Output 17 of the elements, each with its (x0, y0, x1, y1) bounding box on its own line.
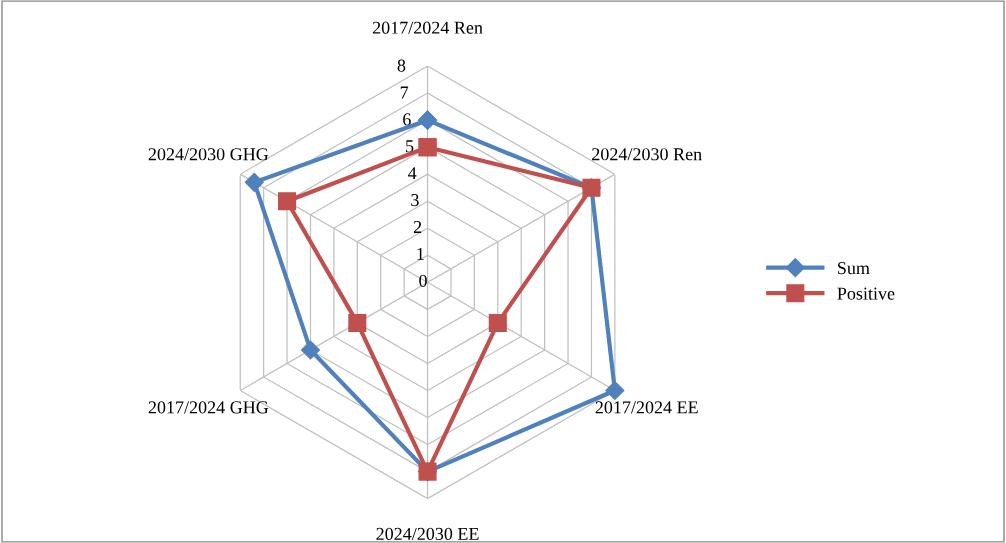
y-tick-label: 6 (403, 113, 411, 126)
y-tick-label: 4 (408, 167, 417, 180)
spoke-label: 2017/2024 EE (595, 401, 698, 414)
spoke-label: 2024/2030 GHG (148, 148, 269, 161)
spoke-label: 2017/2024 Ren (372, 21, 483, 34)
y-tick-label: 0 (419, 274, 427, 287)
spoke-label: 2024/2030 EE (376, 527, 479, 540)
legend-label: Positive (837, 287, 895, 300)
y-tick-label: 8 (397, 59, 406, 72)
y-tick-label: 3 (411, 194, 419, 207)
y-tick-label: 1 (417, 247, 424, 260)
spoke-label: 2017/2024 GHG (148, 401, 269, 414)
y-tick-label: 7 (400, 86, 409, 99)
spoke-label: 2024/2030 Ren (592, 148, 702, 161)
legend-label: Sum (838, 262, 870, 275)
y-tick-label: 2 (413, 220, 422, 233)
y-tick-label: 5 (406, 140, 414, 153)
